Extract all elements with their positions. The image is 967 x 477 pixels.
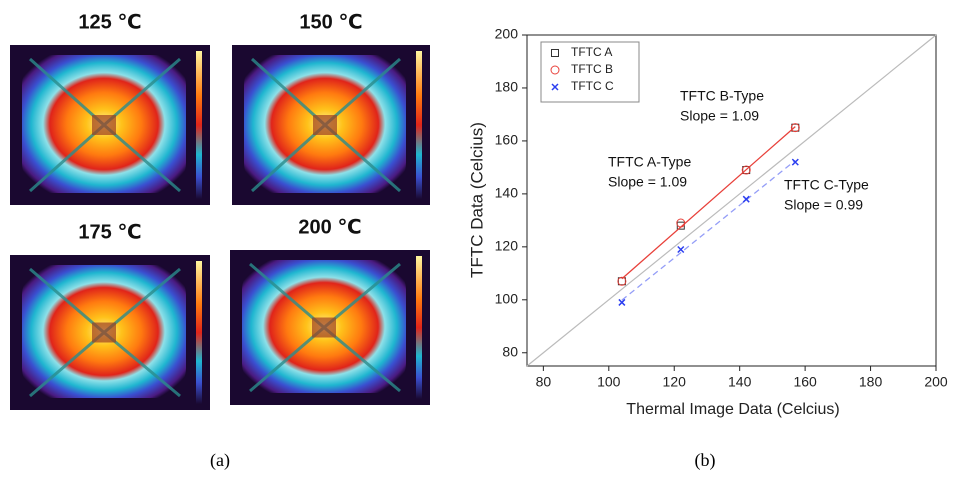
x-tick-label: 180 bbox=[859, 374, 883, 390]
thermal-image bbox=[232, 45, 430, 205]
marker bbox=[618, 298, 626, 306]
caption: (b) bbox=[695, 450, 716, 471]
marker bbox=[790, 123, 800, 133]
image-label: 200 ℃ bbox=[298, 216, 361, 238]
annotation: Slope = 1.09 bbox=[608, 174, 687, 190]
marker bbox=[677, 245, 685, 254]
y-axis-label: TFTC Data (Celcius) bbox=[467, 122, 486, 278]
marker bbox=[791, 123, 800, 132]
color-bar bbox=[196, 261, 202, 404]
marker bbox=[741, 165, 751, 175]
x-tick-label: 200 bbox=[924, 374, 948, 390]
sensor bbox=[313, 115, 337, 135]
y-tick-label: 200 bbox=[495, 26, 519, 42]
marker bbox=[742, 195, 750, 203]
x-tick-label: 160 bbox=[793, 374, 817, 390]
marker bbox=[676, 218, 686, 228]
plot-frame bbox=[526, 34, 937, 367]
annotation: TFTC C-Type bbox=[784, 177, 869, 193]
color-bar bbox=[416, 51, 422, 199]
legend-label: TFTC B bbox=[571, 62, 613, 76]
marker bbox=[551, 83, 559, 91]
annotation: TFTC B-Type bbox=[680, 88, 764, 104]
legend-box bbox=[540, 41, 640, 103]
marker bbox=[791, 158, 799, 166]
x-axis-label: Thermal Image Data (Celcius) bbox=[626, 401, 839, 418]
x-tick-label: 140 bbox=[728, 374, 752, 390]
image-label: 175 ℃ bbox=[78, 221, 141, 243]
marker bbox=[551, 49, 559, 57]
color-bar bbox=[416, 256, 422, 399]
y-tick-label: 100 bbox=[495, 291, 519, 307]
thermal-image bbox=[10, 255, 210, 410]
annotation: Slope = 0.99 bbox=[784, 197, 863, 213]
identity-line bbox=[526, 34, 937, 367]
y-tick-label: 160 bbox=[495, 132, 519, 148]
image-label: 125 ℃ bbox=[78, 11, 141, 33]
fit-line bbox=[621, 159, 796, 301]
x-tick-label: 80 bbox=[536, 374, 552, 390]
fit-line bbox=[621, 126, 796, 280]
marker bbox=[617, 277, 626, 286]
image-label: 150 ℃ bbox=[299, 11, 362, 33]
y-tick-label: 120 bbox=[495, 238, 519, 254]
sensor bbox=[312, 317, 336, 338]
legend-label: TFTC A bbox=[571, 45, 612, 59]
sensor bbox=[92, 322, 116, 343]
annotation: TFTC A-Type bbox=[608, 154, 691, 170]
y-tick-label: 140 bbox=[495, 185, 519, 201]
thermal-image bbox=[10, 45, 210, 205]
legend-label: TFTC C bbox=[571, 79, 614, 93]
x-tick-label: 120 bbox=[663, 374, 687, 390]
color-bar bbox=[196, 51, 202, 199]
y-tick-label: 180 bbox=[495, 79, 519, 95]
marker bbox=[550, 65, 560, 75]
thermal-image bbox=[230, 250, 430, 405]
sensor bbox=[92, 115, 116, 135]
marker bbox=[617, 276, 627, 286]
caption: (a) bbox=[210, 450, 230, 471]
x-tick-label: 100 bbox=[597, 374, 621, 390]
annotation: Slope = 1.09 bbox=[680, 108, 759, 124]
y-tick-label: 80 bbox=[502, 343, 518, 359]
